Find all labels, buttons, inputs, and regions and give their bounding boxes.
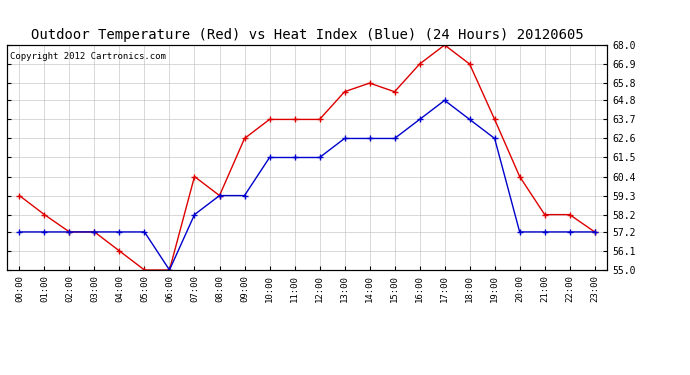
Title: Outdoor Temperature (Red) vs Heat Index (Blue) (24 Hours) 20120605: Outdoor Temperature (Red) vs Heat Index … — [30, 28, 584, 42]
Text: Copyright 2012 Cartronics.com: Copyright 2012 Cartronics.com — [10, 52, 166, 61]
